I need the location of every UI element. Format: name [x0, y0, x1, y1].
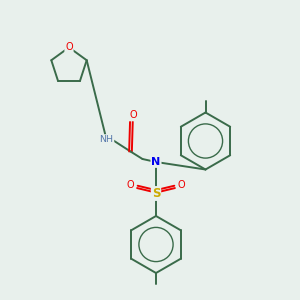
Text: S: S — [152, 187, 160, 200]
Text: O: O — [65, 42, 73, 52]
Text: O: O — [127, 179, 135, 190]
Text: O: O — [129, 110, 137, 121]
Text: O: O — [177, 179, 185, 190]
Text: N: N — [152, 157, 160, 167]
Text: NH: NH — [100, 135, 113, 144]
